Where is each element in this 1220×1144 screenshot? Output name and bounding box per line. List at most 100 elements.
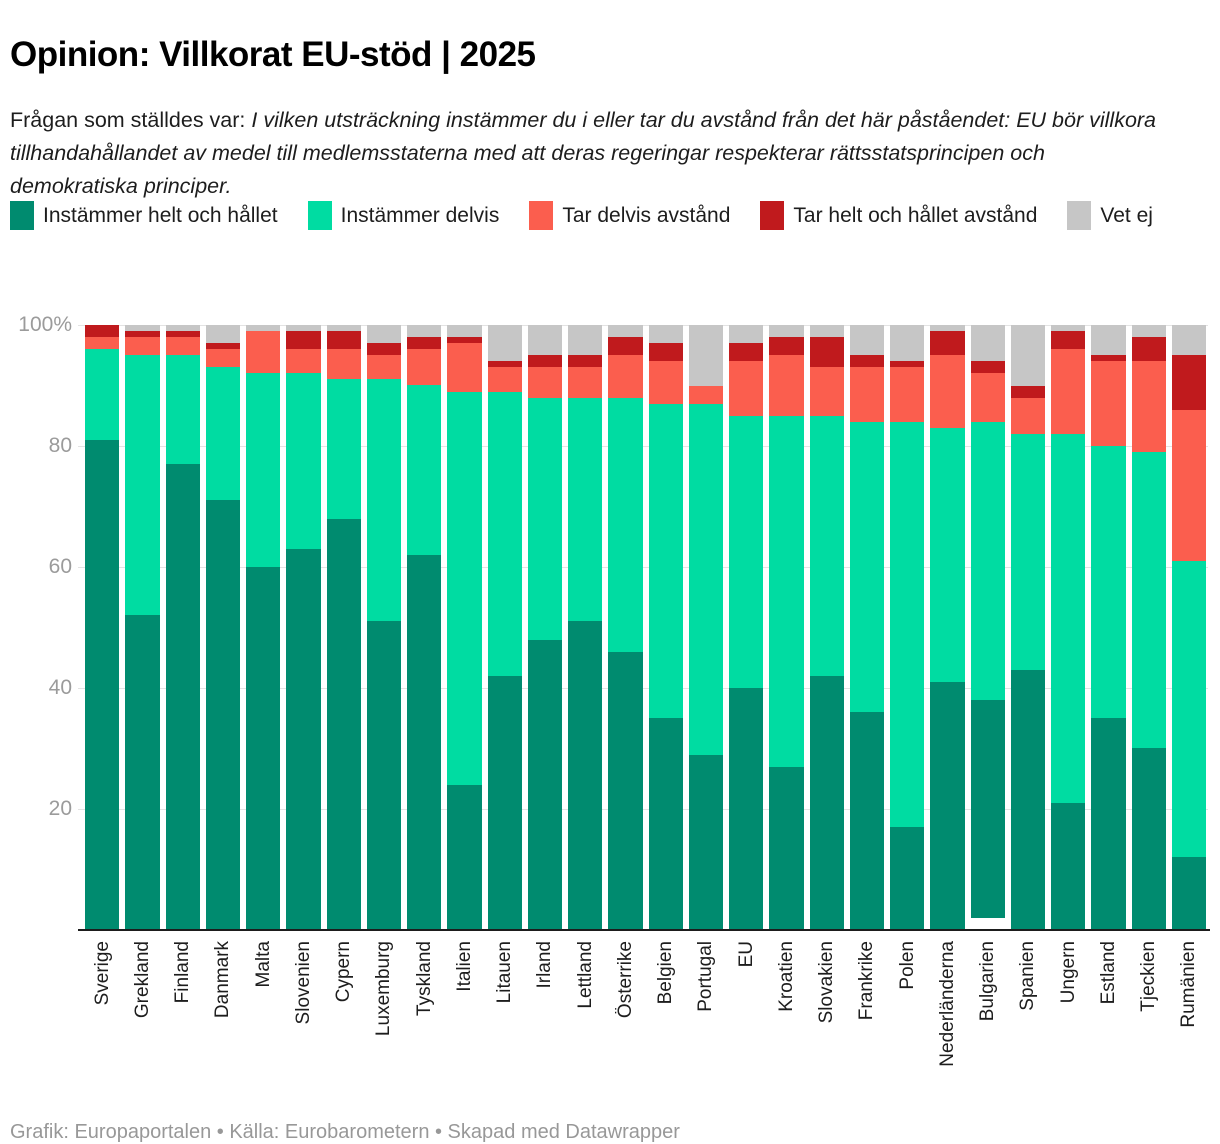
- bar-segment-disagree_full: [487, 361, 522, 368]
- x-label-slot-Slovakien: Slovakien: [810, 941, 844, 1086]
- bar-Nederländerna: [930, 325, 965, 930]
- bar-segment-disagree_partly: [366, 355, 401, 380]
- bar-segment-dont_know: [1091, 325, 1126, 356]
- bar-segment-disagree_partly: [688, 385, 723, 404]
- x-tick-label: Lettland: [574, 941, 596, 1009]
- x-tick-label: Ungern: [1057, 941, 1079, 1004]
- bar-segment-dont_know: [487, 325, 522, 362]
- chart-description: Frågan som ställdes var: I vilken utsträ…: [10, 104, 1160, 203]
- bar-segment-agree_full: [1051, 802, 1086, 930]
- bar-segment-disagree_partly: [930, 355, 965, 428]
- description-question: I vilken utsträckning instämmer du i ell…: [10, 107, 1157, 198]
- bar-segment-disagree_full: [849, 355, 884, 368]
- bar-segment-disagree_partly: [729, 361, 764, 416]
- bar-Kroatien: [769, 325, 804, 930]
- bar-segment-dont_know: [1131, 325, 1166, 338]
- bar-segment-disagree_full: [85, 325, 120, 338]
- bar-segment-disagree_full: [1131, 337, 1166, 362]
- bar-segment-disagree_full: [568, 355, 603, 368]
- bar-Frankrike: [849, 325, 884, 930]
- bar-segment-agree_full: [809, 675, 844, 930]
- bar-segment-disagree_full: [286, 331, 321, 350]
- gridline-40: [78, 688, 1208, 689]
- bar-segment-dont_know: [326, 325, 361, 332]
- x-tick-label: Irland: [534, 941, 556, 989]
- x-tick-label: Litauen: [494, 941, 516, 1004]
- bar-segment-disagree_partly: [205, 349, 240, 368]
- bar-segment-agree_partly: [286, 373, 321, 549]
- bar-Irland: [527, 325, 562, 930]
- x-tick-label: Tyskland: [413, 941, 435, 1016]
- bar-segment-agree_partly: [648, 403, 683, 719]
- x-axis-labels: Sverige Grekland Finland Danmark Malta Sloven…: [85, 941, 1206, 1086]
- bar-segment-disagree_partly: [648, 361, 683, 404]
- bar-segment-agree_partly: [1010, 433, 1045, 670]
- x-axis-line: [78, 929, 1210, 931]
- x-tick-label: Österrike: [614, 941, 636, 1019]
- bar-segment-agree_full: [125, 615, 160, 930]
- bar-Lettland: [568, 325, 603, 930]
- bar-segment-agree_full: [447, 784, 482, 930]
- bar-segment-disagree_partly: [809, 367, 844, 416]
- bar-Italien: [447, 325, 482, 930]
- legend-label: Instämmer helt och hållet: [43, 203, 278, 227]
- bar-segment-dont_know: [930, 325, 965, 332]
- bar-segment-agree_full: [1171, 857, 1206, 930]
- bar-segment-disagree_partly: [326, 349, 361, 380]
- x-label-slot-Litauen: Litauen: [488, 941, 522, 1086]
- bar-segment-disagree_partly: [1051, 349, 1086, 434]
- bar-segment-agree_partly: [769, 415, 804, 767]
- x-tick-label: Slovenien: [292, 941, 314, 1025]
- x-label-slot-Italien: Italien: [447, 941, 481, 1086]
- bar-segment-dont_know: [205, 325, 240, 344]
- x-tick-label: Italien: [453, 941, 475, 992]
- x-tick-label: EU: [735, 941, 757, 968]
- bar-segment-disagree_full: [1171, 355, 1206, 410]
- x-tick-label: Cypern: [333, 941, 355, 1003]
- bar-segment-dont_know: [769, 325, 804, 338]
- bar-Slovakien: [809, 325, 844, 930]
- legend-label: Tar delvis avstånd: [562, 203, 731, 227]
- bar-segment-disagree_partly: [849, 367, 884, 422]
- bar-segment-dont_know: [165, 325, 200, 332]
- bar-segment-dont_know: [809, 325, 844, 338]
- bar-segment-disagree_full: [447, 337, 482, 344]
- x-tick-label: Sverige: [91, 941, 113, 1006]
- bar-segment-agree_partly: [447, 391, 482, 785]
- bar-segment-agree_partly: [970, 421, 1005, 701]
- legend-swatch-agree_full: [10, 201, 34, 230]
- bar-segment-agree_full: [849, 712, 884, 930]
- bar-segment-disagree_full: [366, 343, 401, 356]
- bar-segment-disagree_full: [729, 343, 764, 362]
- bar-segment-agree_full: [1010, 669, 1045, 930]
- legend-label: Vet ej: [1100, 203, 1153, 227]
- bar-segment-dont_know: [729, 325, 764, 344]
- description-prefix: Frågan som ställdes var:: [10, 107, 252, 132]
- legend-swatch-dont_know: [1067, 201, 1092, 230]
- bar-segment-disagree_partly: [1171, 409, 1206, 561]
- bar-segment-agree_full: [970, 700, 1005, 918]
- bar-segment-dont_know: [608, 325, 643, 338]
- x-label-slot-Belgien: Belgien: [649, 941, 683, 1086]
- x-label-slot-Lettland: Lettland: [568, 941, 602, 1086]
- legend-swatch-disagree_partly: [529, 201, 554, 230]
- bar-segment-dont_know: [1010, 325, 1045, 386]
- bar-Slovenien: [286, 325, 321, 930]
- bar-segment-agree_full: [326, 518, 361, 930]
- legend-swatch-agree_partly: [307, 201, 332, 230]
- x-label-slot-Slovenien: Slovenien: [286, 941, 320, 1086]
- bar-segment-disagree_partly: [165, 337, 200, 356]
- bar-segment-dont_know: [568, 325, 603, 356]
- x-tick-label: Kroatien: [775, 941, 797, 1012]
- bar-segment-agree_full: [1091, 718, 1126, 930]
- x-tick-label: Malta: [252, 941, 274, 988]
- bar-segment-disagree_partly: [568, 367, 603, 398]
- bar-segment-agree_partly: [165, 355, 200, 465]
- bar-segment-agree_full: [648, 718, 683, 930]
- legend-item-dont_know: Vet ej: [1067, 201, 1153, 230]
- bar-segment-dont_know: [366, 325, 401, 344]
- bar-segment-agree_full: [769, 766, 804, 930]
- bar-Bulgarien: [970, 325, 1005, 930]
- bar-segment-agree_partly: [1131, 452, 1166, 749]
- bar-segment-agree_partly: [890, 421, 925, 828]
